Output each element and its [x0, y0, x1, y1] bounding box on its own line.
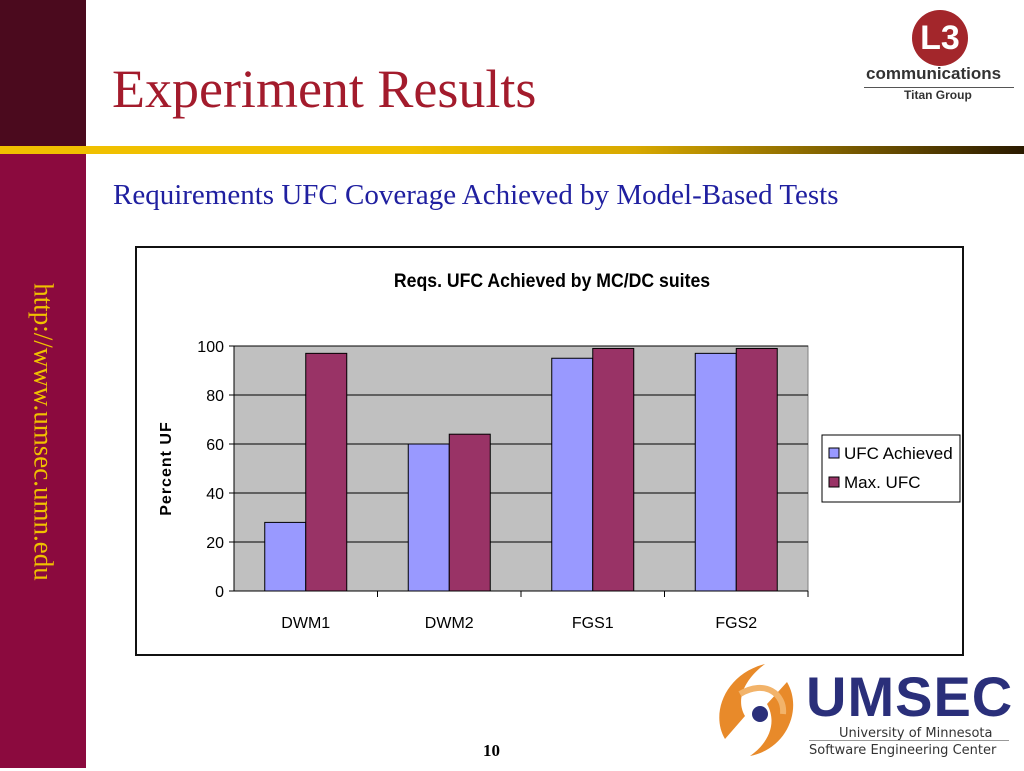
page-number: 10 — [483, 741, 500, 760]
legend-box — [821, 434, 961, 503]
bar — [264, 521, 307, 592]
x-tick-label: FGS2 — [715, 615, 757, 632]
slide-title: Experiment Results — [112, 59, 537, 119]
l3-divider — [864, 87, 1014, 88]
y-tick-label: 0 — [215, 584, 224, 601]
header-divider — [0, 146, 1024, 154]
chart-title: Reqs. UFC Achieved by MC/DC suites — [394, 269, 710, 291]
umsec-wordmark: UMSEC — [806, 665, 1014, 728]
bar — [735, 347, 778, 592]
legend-swatch — [828, 476, 840, 488]
legend-label: UFC Achieved — [844, 444, 953, 463]
bar — [448, 433, 491, 592]
umsec-university: University of Minnesota — [839, 726, 993, 741]
l3-wordmark: communications — [866, 64, 1002, 83]
bar-chart: Reqs. UFC Achieved by MC/DC suites 0 20 40 6… — [158, 269, 961, 632]
y-tick-label: 100 — [197, 339, 224, 356]
bar — [551, 357, 594, 592]
umsec-swirl-icon — [719, 664, 794, 756]
y-tick-label: 60 — [206, 437, 224, 454]
umsec-divider — [809, 740, 1009, 741]
y-axis-label: Percent UF — [158, 421, 175, 515]
bar — [694, 352, 737, 592]
l3-communications-logo: L3 communications Titan Group — [862, 6, 1018, 106]
sidebar-url[interactable]: http://www.umsec.umn.edu — [28, 283, 59, 581]
sidebar: http://www.umsec.umn.edu — [0, 0, 86, 768]
slide-subtitle: Requirements UFC Coverage Achieved by Mo… — [113, 179, 839, 211]
y-tick-label: 40 — [206, 486, 224, 503]
chart-frame: Reqs. UFC Achieved by MC/DC suites 0 20 40 6… — [135, 246, 964, 656]
l3-group-name: Titan Group — [904, 88, 972, 102]
x-tick-label: DWM2 — [425, 615, 474, 632]
legend-label: Max. UFC — [844, 473, 921, 492]
bar — [305, 352, 348, 592]
x-tick-label: DWM1 — [281, 615, 330, 632]
umsec-logo: UMSEC University of Minnesota Software E… — [705, 654, 1020, 766]
bar — [407, 443, 450, 592]
umsec-center-name: Software Engineering Center — [809, 743, 997, 758]
legend-swatch — [828, 447, 840, 459]
y-tick-label: 20 — [206, 535, 224, 552]
sidebar-top-block — [0, 0, 86, 148]
x-tick-label: FGS1 — [572, 615, 614, 632]
bar — [592, 347, 635, 592]
l3-mark: L3 — [912, 10, 968, 66]
y-tick-label: 80 — [206, 388, 224, 405]
